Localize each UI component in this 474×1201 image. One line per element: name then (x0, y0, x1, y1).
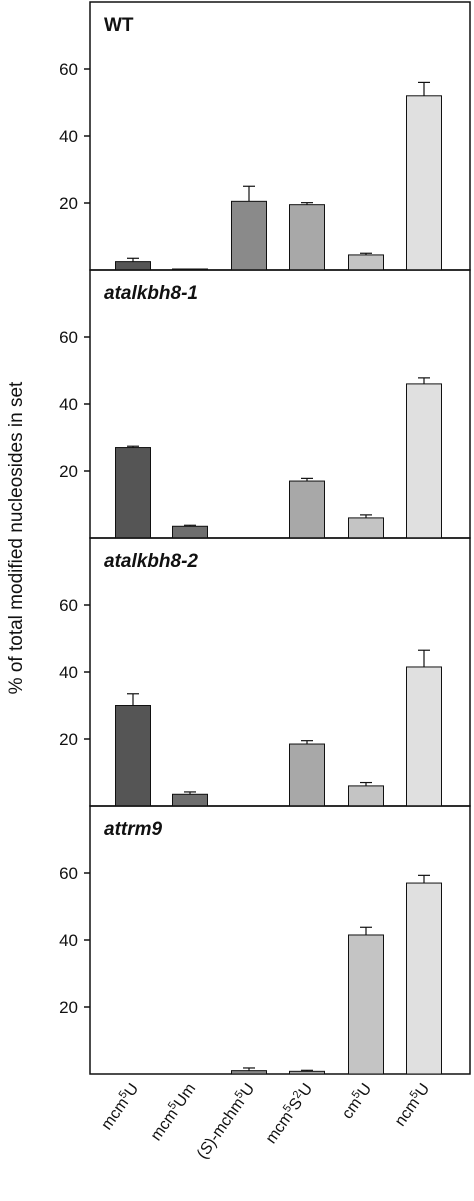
panel-title: atalkbh8-2 (104, 551, 198, 572)
bar (289, 480, 325, 539)
bar (348, 254, 384, 271)
bar (289, 1070, 325, 1075)
x-category-label: cm5U (337, 1079, 375, 1122)
y-tick-label: 40 (59, 663, 78, 682)
bar (406, 882, 442, 1075)
x-category-label: ncm5U (390, 1079, 433, 1129)
bar (406, 383, 442, 539)
y-tick-label: 20 (59, 998, 78, 1017)
x-category-label: (S)-mchm5U (192, 1079, 258, 1162)
y-tick-label: 20 (59, 462, 78, 481)
y-tick-label: 20 (59, 194, 78, 213)
bar (172, 793, 208, 807)
y-tick-label: 60 (59, 328, 78, 347)
bar (406, 95, 442, 271)
bar (406, 666, 442, 807)
y-tick-label: 60 (59, 864, 78, 883)
bar (172, 525, 208, 539)
x-category-label: mcm5S2U (261, 1079, 316, 1147)
panel-title: atalkbh8-1 (104, 283, 198, 304)
bar (115, 705, 151, 807)
bar (289, 743, 325, 807)
y-tick-label: 40 (59, 395, 78, 414)
panel-1: atalkbh8-1 20 40 60 (59, 269, 471, 539)
bar (115, 447, 151, 539)
panel-3: attrm9 20 40 60 (59, 805, 471, 1075)
panel-2: atalkbh8-2 20 40 60 (59, 537, 471, 807)
bar (115, 261, 151, 271)
x-category-label: mcm5U (97, 1079, 143, 1133)
bar (348, 934, 384, 1075)
bar (348, 785, 384, 807)
y-tick-label: 40 (59, 127, 78, 146)
y-axis-title: % of total modified nucleosides in set (6, 381, 27, 694)
y-tick-label: 20 (59, 730, 78, 749)
x-category-label: mcm5Um (146, 1079, 199, 1144)
panel-title: attrm9 (104, 819, 163, 840)
panel-title: WT (104, 15, 134, 36)
bar (231, 1070, 267, 1075)
bar (289, 204, 325, 271)
y-tick-label: 60 (59, 596, 78, 615)
bar (348, 517, 384, 539)
y-tick-label: 40 (59, 931, 78, 950)
y-tick-label: 60 (59, 60, 78, 79)
bar (231, 200, 267, 271)
panel-0: WT 20 40 60 (59, 1, 471, 271)
